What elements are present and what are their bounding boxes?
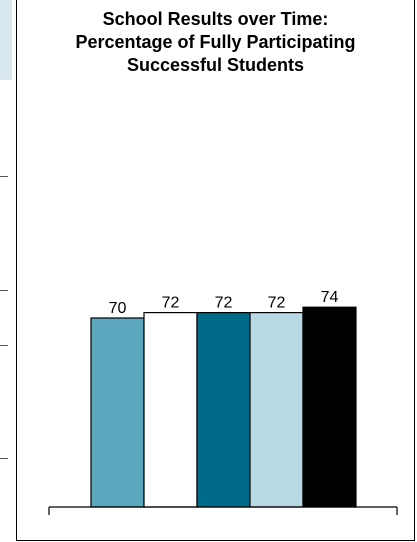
left-edge-tick (0, 176, 8, 177)
left-edge-strip (0, 0, 16, 542)
chart-title-line-1: School Results over Time: (102, 9, 329, 29)
chart-title: School Results over Time: Percentage of … (16, 8, 415, 77)
left-edge-tick (0, 458, 8, 459)
bars-layer (90, 306, 357, 508)
left-edge-tick (0, 290, 8, 291)
bar-4 (249, 312, 304, 508)
bar-3 (196, 312, 251, 508)
bar-2 (143, 312, 198, 508)
bar-value-label-3: 72 (215, 295, 233, 312)
x-axis (48, 506, 398, 515)
bar-1 (90, 317, 145, 508)
bar-value-label-5: 74 (321, 289, 339, 306)
left-edge-tick (0, 345, 8, 346)
data-labels-layer: 70 72 72 72 74 (109, 289, 339, 317)
bar-5 (302, 306, 357, 508)
bar-value-label-1: 70 (109, 300, 127, 317)
bar-value-label-2: 72 (162, 295, 180, 312)
left-edge-accent (0, 0, 12, 80)
chart-title-line-3: Successful Students (126, 55, 305, 75)
bar-value-label-4: 72 (268, 295, 286, 312)
chart-title-line-2: Percentage of Fully Participating (75, 32, 356, 52)
